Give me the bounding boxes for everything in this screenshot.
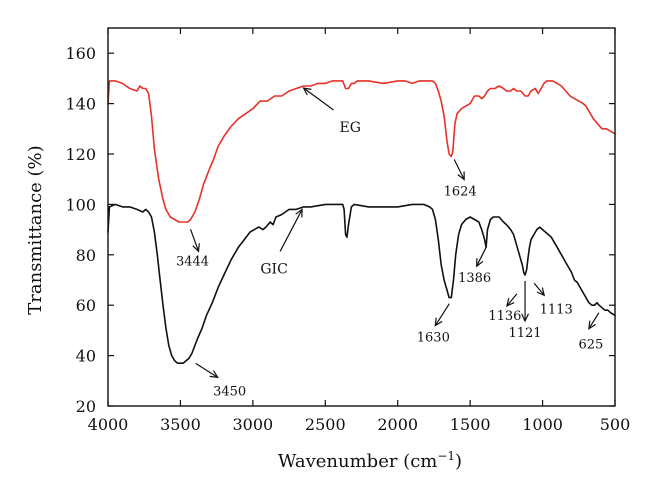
x-tick-label: 3000 <box>232 415 273 434</box>
y-tick-label: 40 <box>76 347 96 366</box>
peak-3450-label: 3450 <box>213 384 246 399</box>
y-axis-label: Transmittance (%) <box>25 145 46 314</box>
x-tick-label: 4000 <box>88 415 129 434</box>
series-gic-label: GIC <box>260 261 287 277</box>
annotation-layer: 3444 1624 3450 1630 1386 1136 1121 1113 625 EG GIC <box>176 87 603 399</box>
peak-625-label: 625 <box>578 338 603 353</box>
peak-1121-arrow-head <box>521 313 530 323</box>
series-gic-arrow-line <box>279 209 303 252</box>
peak-1630-arrow-head <box>434 317 443 327</box>
x-axis-label-close: ) <box>455 451 462 472</box>
x-tick-label: 1000 <box>522 415 563 434</box>
peak-1136-arrow-head <box>506 297 515 307</box>
y-tick-label: 160 <box>65 44 96 63</box>
x-tick-label: 500 <box>600 415 631 434</box>
x-tick-label: 1500 <box>450 415 491 434</box>
peak-1113-arrow-head <box>536 287 546 297</box>
peak-1386-arrow-head <box>476 258 484 268</box>
peak-1630-arrow-line <box>434 303 450 326</box>
peak-3444-label: 3444 <box>176 254 209 269</box>
series-line-gic <box>107 203 616 364</box>
x-tick-label: 2000 <box>377 415 418 434</box>
peak-625-arrow-head <box>588 320 597 330</box>
peak-1630-label: 1630 <box>417 331 450 346</box>
peak-3444-arrow-head <box>192 243 200 253</box>
peak-1624-arrow-line <box>453 159 465 180</box>
y-tick-label: 80 <box>76 246 96 265</box>
x-axis-label-main: Wavenumber (cm <box>278 451 437 472</box>
y-tick-label: 20 <box>76 397 96 416</box>
peak-1624-arrow-head <box>457 171 465 181</box>
series-eg-arrow-line <box>303 87 334 111</box>
peak-1121-label: 1121 <box>508 326 541 341</box>
x-tick-label: 3500 <box>160 415 201 434</box>
peak-1386-arrow-line <box>476 245 488 267</box>
y-tick-label: 60 <box>76 296 96 315</box>
peak-1136-label: 1136 <box>488 309 521 324</box>
x-tick-label: 2500 <box>305 415 346 434</box>
plot-frame <box>107 27 616 407</box>
y-tick-label: 120 <box>65 145 96 164</box>
peak-1113-label: 1113 <box>540 302 573 317</box>
series-eg-arrow-head <box>302 87 312 96</box>
series-gic-arrow-head <box>295 208 303 218</box>
peak-1386-label: 1386 <box>458 271 491 286</box>
peak-1113-arrow-line <box>533 282 545 296</box>
x-axis-label: Wavenumber (cm−1) <box>278 449 462 472</box>
peak-1624-label: 1624 <box>444 184 477 199</box>
series-line-eg <box>107 80 616 223</box>
y-tick-label: 140 <box>65 95 96 114</box>
y-tick-label: 100 <box>65 195 96 214</box>
peak-3450-arrow-head <box>209 370 219 379</box>
series-eg-label: EG <box>340 120 361 136</box>
peak-625-arrow-line <box>588 312 600 329</box>
peak-3450-arrow-line <box>195 362 218 378</box>
series-layer <box>107 80 616 364</box>
peak-3444-arrow-line <box>189 229 200 252</box>
axis-layer: 4000 3500 3000 2500 2000 1500 1000 500 20 40 60 80 1… <box>65 27 631 434</box>
peak-1136-arrow-line <box>506 293 518 307</box>
x-axis-label-superscript: −1 <box>437 449 455 463</box>
